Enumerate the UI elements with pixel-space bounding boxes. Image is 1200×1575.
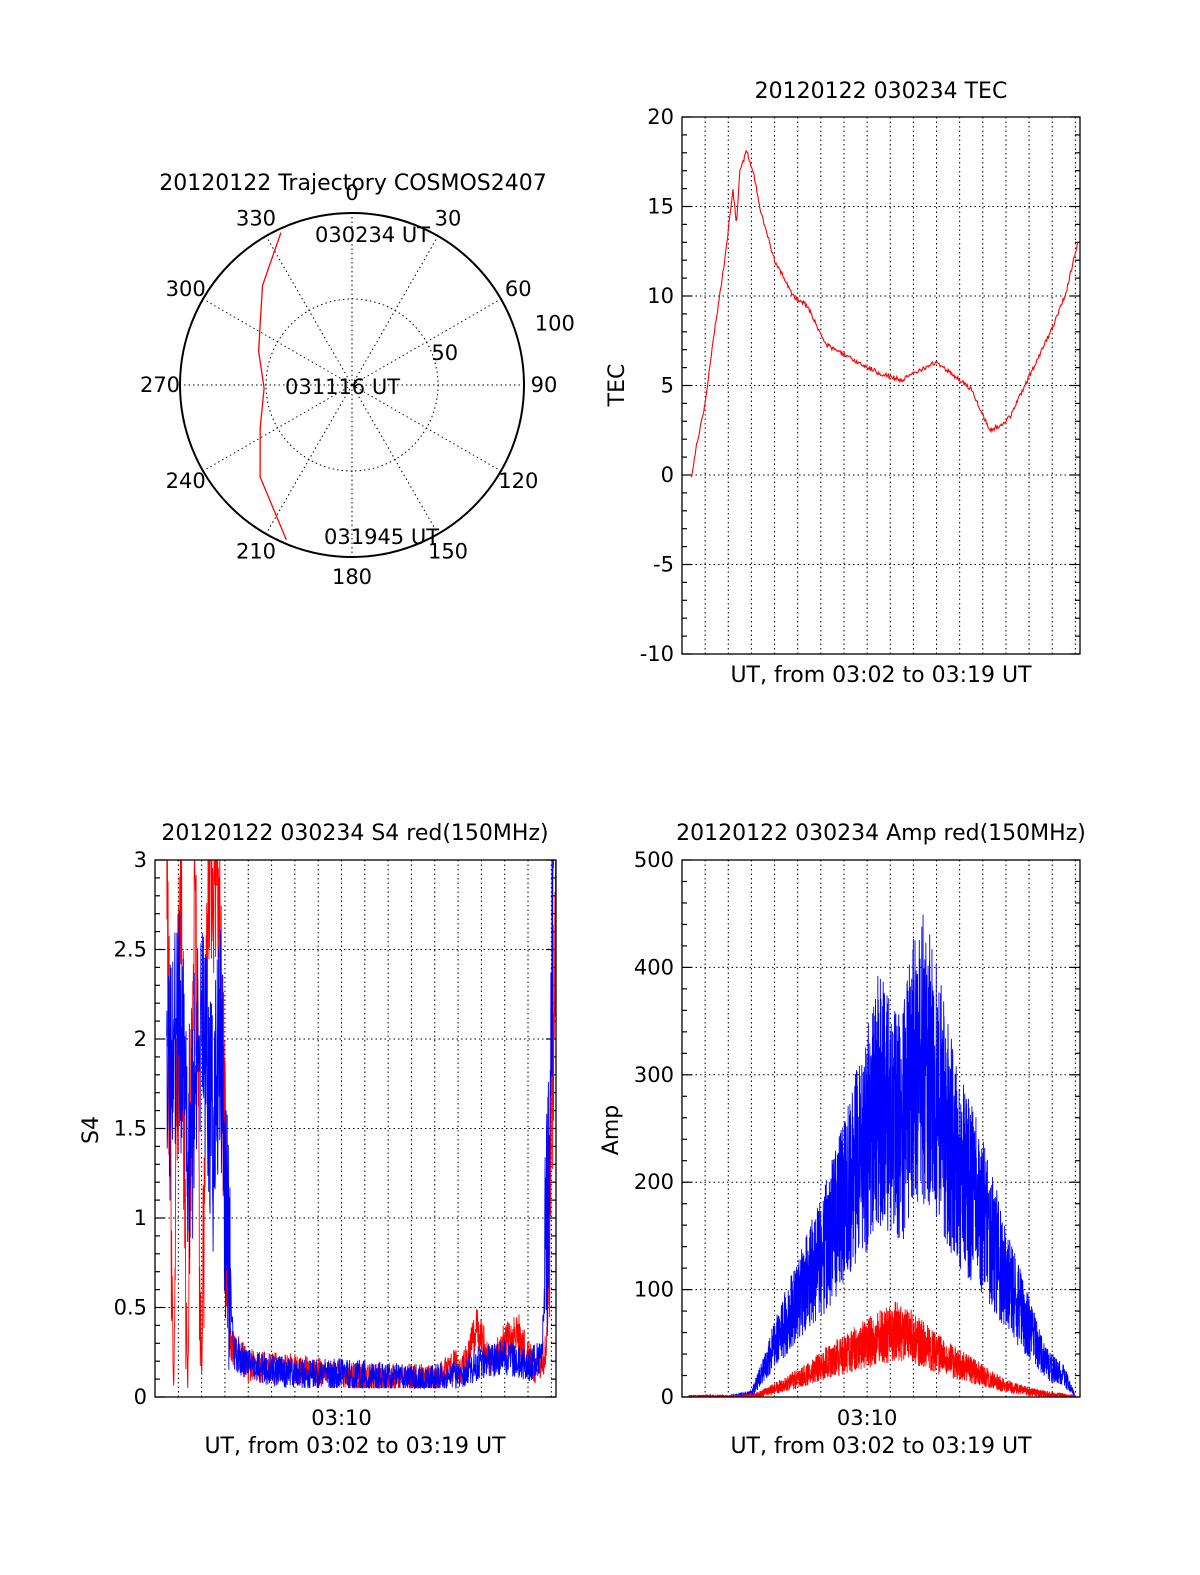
amp-xtick-label: 03:10: [837, 1406, 898, 1430]
polar-angle-label: 270: [140, 373, 180, 397]
amp-chart-title: 20120122 030234 Amp red(150MHz): [676, 821, 1086, 846]
amp-ytick-label: 500: [634, 848, 674, 872]
amp-x-axis-label: UT, from 03:02 to 03:19 UT: [730, 1434, 1032, 1459]
tec-ytick-label: 10: [647, 284, 674, 308]
s4-ytick-label: 2.5: [114, 938, 147, 962]
polar-angle-labels: 0 30 60 90 120 150 180 210 240 270 300 330: [140, 181, 557, 589]
polar-angle-label: 330: [236, 207, 276, 231]
amp-ytick-label: 200: [634, 1170, 674, 1194]
s4-ytick-label: 0.5: [114, 1296, 147, 1320]
polar-angle-label: 30: [435, 207, 462, 231]
trajectory-annotation-end: 031945 UT: [324, 525, 439, 549]
amp-ytick-label: 400: [634, 955, 674, 979]
polar-angle-label: 120: [498, 469, 538, 493]
s4-ytick-label: 2: [134, 1027, 147, 1051]
s4-x-axis-label: UT, from 03:02 to 03:19 UT: [204, 1434, 506, 1459]
tec-ytick-label: 20: [647, 105, 674, 129]
amp-ytick-label: 100: [634, 1278, 674, 1302]
polar-angle-label: 90: [531, 373, 558, 397]
trajectory-track-line: [257, 232, 287, 541]
amp-series-red: [688, 1301, 1076, 1397]
tec-ytick-label: 5: [661, 374, 674, 398]
polar-spoke-210: [265, 384, 353, 535]
amp-y-axis-label: Amp: [599, 1105, 624, 1155]
polar-spoke-300: [202, 298, 353, 386]
s4-series-blue: [166, 860, 554, 1390]
tec-ytick-label: -10: [640, 642, 674, 666]
s4-ytick-label: 1: [134, 1206, 147, 1230]
amp-line-chart: 20120122 030234 Amp red(150MHz) UT, from…: [599, 821, 1086, 1459]
trajectory-annotation-mid: 031116 UT: [285, 375, 400, 399]
polar-grid: [180, 213, 524, 557]
polar-angle-label: 60: [505, 277, 532, 301]
tec-line-chart: 20120122 030234 TEC UT, from 03:02 to 03…: [605, 79, 1081, 688]
polar-angle-label: 210: [236, 539, 276, 563]
polar-angle-label: 0: [345, 181, 358, 205]
s4-xtick-label: 03:10: [311, 1406, 372, 1430]
tec-grid: [682, 116, 1080, 655]
tec-chart-title: 20120122 030234 TEC: [755, 79, 1008, 104]
polar-outer-ring: [179, 212, 525, 558]
s4-line-chart: 20120122 030234 S4 red(150MHz) UT, from …: [79, 821, 557, 1459]
polar-spoke-150: [351, 384, 439, 535]
polar-spoke-60: [351, 298, 502, 386]
polar-radial-label: 100: [535, 312, 575, 336]
polar-spoke-330: [265, 235, 353, 386]
tec-plot-frame: [681, 116, 1081, 655]
polar-angle-label: 180: [332, 565, 372, 589]
tec-ytick-label: -5: [653, 553, 674, 577]
s4-ytick-label: 0: [134, 1385, 147, 1409]
polar-radial-label: 50: [431, 341, 458, 365]
s4-chart-title: 20120122 030234 S4 red(150MHz): [161, 821, 548, 846]
tec-series-group: [690, 149, 1079, 478]
tec-ytick-label: 15: [647, 195, 674, 219]
polar-angle-label: 240: [166, 469, 206, 493]
trajectory-chart-title: 20120122 Trajectory COSMOS2407: [159, 171, 546, 196]
tec-series-red: [690, 149, 1079, 478]
polar-spoke-240: [202, 384, 353, 472]
s4-ytick-label: 3: [134, 848, 147, 872]
amp-ytick-label: 0: [661, 1385, 674, 1409]
polar-ring-50: [265, 298, 439, 472]
polar-angle-label: 300: [166, 277, 206, 301]
tec-y-axis-label: TEC: [605, 364, 630, 408]
amp-plot-frame: [681, 859, 1081, 1398]
trajectory-annotation-start: 030234 UT: [315, 223, 430, 247]
polar-radial-labels: 50 100: [431, 312, 575, 366]
amp-ytick-label: 300: [634, 1063, 674, 1087]
tec-x-axis-label: UT, from 03:02 to 03:19 UT: [730, 663, 1032, 688]
s4-plot-frame: [154, 859, 557, 1398]
polar-spoke-30: [351, 235, 439, 386]
polar-angle-label: 150: [428, 539, 468, 563]
s4-y-axis-label: S4: [79, 1116, 104, 1144]
amp-series-blue: [688, 914, 1076, 1397]
tec-ytick-label: 0: [661, 463, 674, 487]
s4-series-group: [166, 860, 556, 1390]
s4-ytick-label: 1.5: [114, 1117, 147, 1141]
trajectory-polar-chart: 20120122 Trajectory COSMOS2407 0 30 60 90 12…: [140, 171, 575, 589]
amp-series-group: [688, 914, 1076, 1397]
